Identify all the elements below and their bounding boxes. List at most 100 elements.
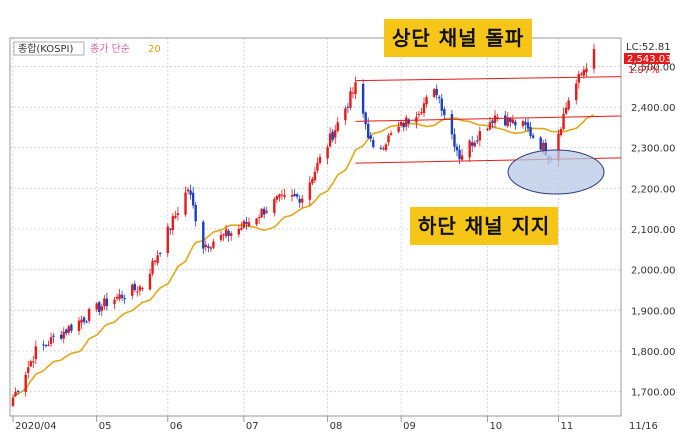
candle-body	[361, 84, 365, 114]
candle-body	[468, 140, 471, 158]
x-tick-label: 10	[489, 421, 502, 432]
candle-body	[405, 117, 408, 127]
candle-body	[564, 107, 568, 114]
candle-body	[473, 142, 476, 147]
candle-body	[290, 195, 294, 197]
x-tick-label: 08	[330, 421, 343, 432]
candle-body	[372, 140, 375, 147]
candle-body	[16, 390, 20, 393]
y-tick-label: 2,300.00	[631, 144, 676, 155]
candle-body	[242, 221, 246, 228]
candle-body	[531, 135, 535, 138]
candle-body	[488, 122, 492, 130]
candle-body	[364, 112, 367, 125]
candle-body	[417, 114, 421, 116]
candle-body	[366, 123, 370, 138]
legend-ma-period: 20	[148, 44, 161, 55]
candle-body	[308, 182, 312, 200]
candle-body	[379, 147, 383, 149]
candle-body	[212, 241, 215, 248]
candle-body	[422, 103, 426, 114]
candle-body	[326, 147, 329, 159]
candle-body	[471, 142, 474, 146]
candle-body	[318, 157, 322, 163]
x-tick-label-last: 11/16	[629, 421, 658, 432]
candle-body	[328, 133, 332, 147]
candle-body	[115, 296, 119, 299]
candle-body	[582, 69, 586, 76]
candle-body	[131, 284, 134, 296]
candle-body	[389, 133, 393, 135]
y-tick-label: 2,000.00	[631, 266, 676, 277]
y-tick-label: 2,100.00	[631, 225, 676, 236]
candle-body	[273, 199, 276, 213]
candle-body	[493, 115, 497, 124]
candle-body	[521, 121, 525, 127]
candle-body	[539, 137, 542, 150]
channel-line-middle	[355, 115, 622, 122]
y-tick-label: 2,400.00	[631, 103, 676, 114]
candle-body	[158, 253, 162, 255]
candle-body	[120, 294, 124, 298]
candle-body	[171, 216, 175, 231]
candle-body	[98, 302, 101, 313]
candle-body	[496, 117, 499, 119]
candle-body	[77, 320, 81, 332]
candle-body	[526, 122, 530, 129]
candle-body	[432, 89, 436, 97]
candle-body	[336, 122, 339, 131]
candle-body	[506, 117, 509, 127]
y-tick-label: 2,200.00	[631, 184, 676, 195]
candle-body	[450, 114, 454, 135]
candle-body	[60, 334, 63, 339]
candle-body	[156, 255, 159, 263]
x-tick-label: 09	[403, 421, 416, 432]
candle-body	[82, 317, 86, 322]
legend-ma-label: 종가 단순	[90, 43, 130, 55]
candle-body	[511, 119, 515, 124]
candle-body	[11, 397, 15, 406]
candle-body	[237, 229, 241, 235]
candle-body	[67, 326, 71, 333]
candle-body	[100, 306, 103, 311]
candle-body	[118, 294, 121, 300]
annotation-upper-breakout: 상단 채널 돌파	[384, 19, 533, 57]
legend-title: 종합(KOSPI)	[18, 43, 74, 55]
candle-body	[575, 83, 578, 101]
candle-body	[224, 229, 228, 237]
candle-body	[174, 215, 177, 218]
candle-body	[311, 179, 314, 184]
candle-body	[44, 345, 48, 347]
candle-body	[138, 286, 142, 291]
pct-change-label: 1.97%	[628, 65, 660, 76]
candle-body	[49, 337, 53, 344]
candle-body	[559, 129, 563, 136]
candle-body	[151, 260, 154, 274]
candle-body	[133, 283, 136, 291]
x-tick-label: 2020/04	[15, 421, 57, 432]
y-tick-label: 1,800.00	[631, 347, 676, 358]
candle-body	[275, 196, 279, 200]
candle-body	[184, 192, 187, 215]
candle-body	[455, 146, 459, 151]
x-tick-label: 06	[170, 421, 183, 432]
candle-body	[65, 329, 68, 334]
candle-body	[504, 115, 507, 126]
candle-body	[382, 148, 385, 150]
candle-body	[491, 120, 494, 123]
annotation-lower-support: 하단 채널 지지	[410, 207, 559, 245]
candle-body	[440, 98, 443, 111]
candle-body	[295, 194, 299, 197]
candle-body	[42, 344, 45, 346]
candle-body	[222, 234, 225, 236]
candle-body	[153, 260, 157, 262]
candle-body	[331, 131, 334, 140]
candle-body	[478, 131, 482, 141]
candle-body	[47, 344, 50, 346]
candle-body	[438, 96, 441, 99]
candle-body	[458, 149, 461, 160]
candle-body	[52, 335, 55, 337]
candle-body	[486, 128, 489, 130]
last-price-labels: LC:52.81 2,543.03 1.97%	[624, 42, 672, 76]
